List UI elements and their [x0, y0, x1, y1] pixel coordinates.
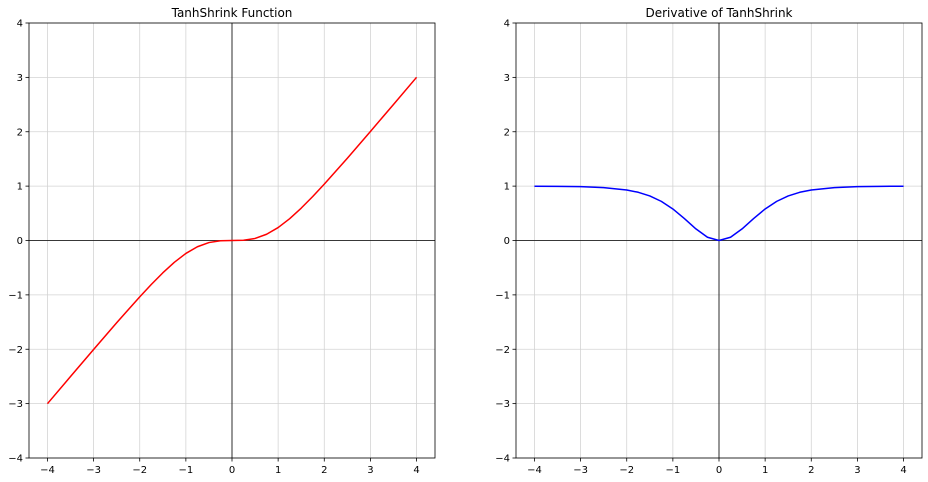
chart-1-ytick-label-8: 4: [504, 19, 510, 30]
chart-0-series-line-0: [46, 76, 418, 405]
chart-0-xtick-label-6: 2: [321, 465, 327, 476]
chart-0-ytick-label-2: −2: [8, 345, 23, 356]
chart-0-xtick-label-4: 0: [229, 465, 235, 476]
panel-tanhshrink: −4 −3 −2 −1 0 1 2 3 4 −4 −3 −2 −1 0 1 2 3 4 TanhShrink Fun…: [8, 6, 436, 476]
chart-1-ytick-label-3: −1: [495, 290, 510, 301]
chart-1-title: Derivative of TanhShrink: [645, 6, 792, 20]
chart-0-ytick-label-5: 1: [17, 182, 23, 193]
chart-1-xtick-label-0: −4: [527, 465, 542, 476]
chart-1-xtick-label-6: 2: [808, 465, 814, 476]
chart-0-ytick-label-4: 0: [17, 236, 23, 247]
chart-0-xtick-label-3: −1: [178, 465, 193, 476]
chart-1-xtick-label-8: 4: [900, 465, 906, 476]
chart-0-xtick-label-2: −2: [132, 465, 147, 476]
chart-0-ytick-label-7: 3: [17, 73, 23, 84]
chart-0-xtick-label-7: 3: [367, 465, 373, 476]
chart-0-xtick-label-0: −4: [40, 465, 55, 476]
chart-0-ytick-label-1: −3: [8, 399, 23, 410]
chart-1-xtick-label-4: 0: [716, 465, 722, 476]
chart-1-ytick-label-1: −3: [495, 399, 510, 410]
chart-0-xtick-label-5: 1: [275, 465, 281, 476]
chart-1-xtick-label-5: 1: [762, 465, 768, 476]
chart-0-ytick-label-0: −4: [8, 454, 23, 465]
chart-0-xtick-label-8: 4: [413, 465, 419, 476]
chart-1-xtick-label-3: −1: [665, 465, 680, 476]
chart-0-xtick-label-1: −3: [86, 465, 101, 476]
chart-1-xtick-label-2: −2: [619, 465, 634, 476]
chart-0-title: TanhShrink Function: [171, 6, 293, 20]
chart-1-xtick-label-7: 3: [854, 465, 860, 476]
chart-1-ytick-label-5: 1: [504, 182, 510, 193]
chart-1-series-line-0: [534, 185, 904, 242]
chart-1-xtick-label-1: −3: [573, 465, 588, 476]
chart-1-ytick-label-0: −4: [495, 454, 510, 465]
chart-1-ytick-label-2: −2: [495, 345, 510, 356]
chart-1-ytick-label-4: 0: [504, 236, 510, 247]
chart-0-ytick-label-8: 4: [17, 19, 23, 30]
chart-1-ytick-label-6: 2: [504, 127, 510, 138]
chart-0-ytick-label-3: −1: [8, 290, 23, 301]
panel-derivative: −4 −3 −2 −1 0 1 2 3 4 −4 −3 −2 −1 0 1 2 3 4 Derivative of …: [495, 6, 923, 476]
chart-0-ytick-label-6: 2: [17, 127, 23, 138]
chart-1-ytick-label-7: 3: [504, 73, 510, 84]
